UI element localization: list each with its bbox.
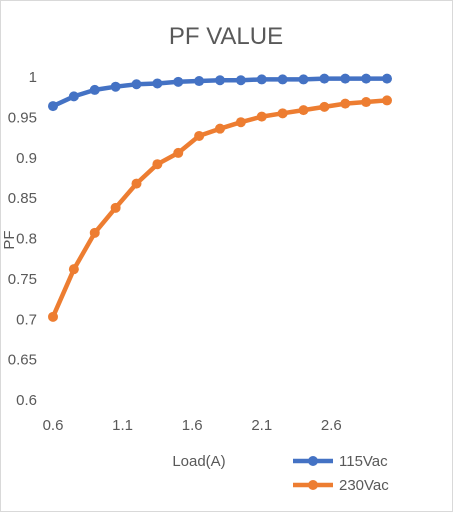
legend-item: 115Vac [293,453,388,470]
data-point [194,130,205,141]
data-point [382,95,392,106]
y-axis-title: PF [1,230,18,249]
data-point [131,79,142,90]
x-tick-label: 2.1 [251,417,272,434]
data-point [173,147,184,158]
x-axis-title: Load(A) [172,453,225,470]
y-tick-label: 0.7 [16,311,37,328]
data-point [256,74,267,85]
data-point [89,84,100,95]
data-point [361,73,372,84]
data-point [215,123,225,134]
data-point [152,159,163,170]
legend: 115Vac 230Vac [293,453,389,494]
y-tick-label: 0.8 [16,231,37,248]
data-point [152,78,163,89]
data-point [277,108,288,119]
data-point [68,91,79,102]
data-point [215,75,225,86]
legend-label: 230Vac [339,477,389,494]
data-point [173,76,184,87]
x-tick-label: 1.1 [112,417,133,434]
data-point [235,117,246,128]
data-point [89,227,100,238]
y-tick-label: 0.65 [8,352,37,369]
plot-area [48,73,392,322]
y-tick-labels: 0.6 0.65 0.7 0.75 0.8 0.85 0.9 0.95 1 [8,69,37,409]
legend-item: 230Vac [293,477,389,494]
x-tick-label: 1.6 [182,417,203,434]
data-point [256,111,267,122]
series-115Vac [48,73,392,112]
y-tick-label: 0.6 [16,392,37,409]
chart-title: PF VALUE [169,23,283,50]
data-point [110,81,121,92]
data-point [340,98,351,109]
data-point [298,74,309,85]
y-tick-label: 1 [29,69,37,86]
data-point [235,75,246,86]
x-tick-label: 0.6 [43,417,64,434]
data-point [48,311,58,322]
y-tick-label: 0.95 [8,109,37,126]
data-point [298,105,309,116]
data-point [131,178,142,189]
data-point [48,101,58,112]
y-tick-label: 0.9 [16,150,37,167]
data-point [277,74,288,85]
legend-swatch-marker [308,456,318,466]
data-point [319,73,330,84]
series-230Vac [48,95,392,322]
x-tick-labels: 0.6 1.1 1.6 2.1 2.6 [43,417,342,434]
legend-label: 115Vac [339,453,388,470]
y-tick-label: 0.75 [8,271,37,288]
y-tick-label: 0.85 [8,190,37,207]
data-point [68,264,79,275]
data-point [340,73,351,84]
data-point [194,76,205,87]
x-tick-label: 2.6 [321,417,342,434]
legend-swatch-marker [308,480,318,490]
data-point [319,101,330,112]
data-point [361,97,372,108]
data-point [382,73,392,84]
data-point [110,202,121,213]
